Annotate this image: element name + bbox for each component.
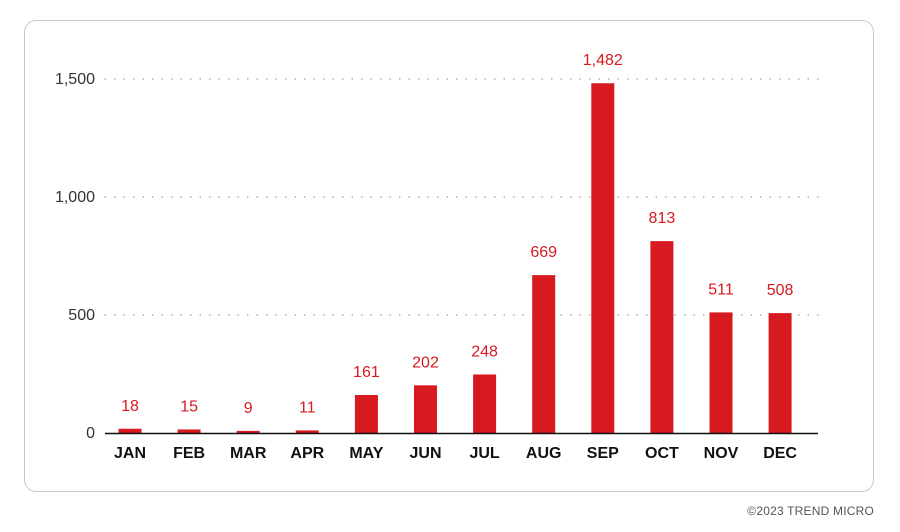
bar-jan [118,428,142,433]
x-axis-labels: JAN FEB MAR APR MAY JUN JUL AUG SEP OCT NOV DEC [114,445,797,462]
value-label: 813 [649,210,676,227]
bar-mar [236,430,260,433]
y-axis-ticks: 0 500 1,000 1,500 [55,71,95,442]
x-tick-label: MAY [349,445,383,462]
x-tick-label: SEP [587,445,619,462]
y-tick-label: 1,000 [55,189,95,206]
value-label: 161 [353,364,380,381]
bar-jul [473,374,497,433]
value-labels: 18 15 9 11 161 202 248 669 1,482 813 511 508 [121,52,793,417]
value-label: 202 [412,354,439,371]
bar-oct [650,241,674,433]
y-tick-label: 0 [86,425,95,442]
x-tick-label: DEC [763,445,797,462]
x-tick-label: NOV [704,445,739,462]
x-tick-label: JAN [114,445,146,462]
value-label: 669 [530,244,557,261]
x-tick-label: JUN [409,445,441,462]
value-label: 511 [708,281,734,298]
bars [118,83,792,434]
bar-may [354,395,378,433]
bar-dec [768,313,792,433]
value-label: 508 [767,282,794,299]
y-tick-label: 500 [68,307,95,324]
value-label: 1,482 [583,52,623,69]
value-label: 11 [299,399,316,416]
bar-sep [591,83,615,434]
bar-apr [295,430,319,433]
value-label: 15 [180,398,198,415]
x-tick-label: AUG [526,445,562,462]
value-label: 248 [471,343,498,360]
y-tick-label: 1,500 [55,71,95,88]
value-label: 18 [121,398,139,415]
x-tick-label: APR [290,445,324,462]
x-tick-label: MAR [230,445,267,462]
bar-feb [177,429,201,433]
bar-jun [414,385,437,433]
x-tick-label: JUL [469,445,499,462]
bar-aug [532,275,556,433]
x-tick-label: FEB [173,445,205,462]
copyright-text: ©2023 TREND MICRO [747,504,874,518]
grid-lines [104,78,819,316]
bar-nov [709,312,733,433]
value-label: 9 [244,400,253,417]
x-tick-label: OCT [645,445,679,462]
